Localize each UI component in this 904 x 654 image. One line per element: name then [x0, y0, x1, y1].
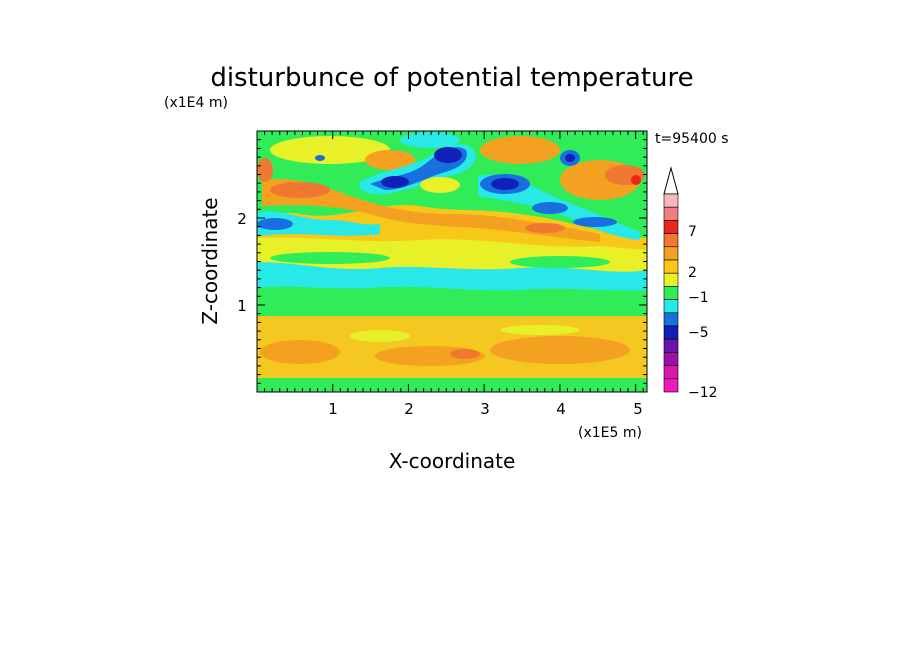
field-patch	[573, 217, 617, 227]
field-patch	[420, 177, 460, 193]
y-axis-label: Z-coordinate	[198, 197, 222, 324]
colorbar-cell	[663, 312, 679, 327]
field-patch	[270, 136, 390, 164]
field-patch	[631, 175, 641, 185]
time-label: t=95400 s	[655, 131, 729, 147]
colorbar-cell	[663, 286, 679, 300]
field-patch	[257, 218, 293, 230]
x-tick-label: 3	[480, 400, 490, 418]
field-patch	[260, 340, 340, 364]
field-patch	[510, 256, 610, 268]
field-patch	[270, 252, 390, 264]
field-patch	[270, 182, 330, 198]
field-patch	[434, 147, 462, 163]
x-tick-label: 1	[328, 400, 338, 418]
colorbar-cell	[663, 352, 679, 366]
colorbar-cell	[663, 338, 679, 353]
colorbar-cell	[663, 259, 679, 274]
field-patch	[491, 178, 519, 190]
contour-field	[257, 131, 647, 392]
field-patch	[525, 223, 565, 233]
field-patch	[565, 154, 575, 162]
x-unit-label: (x1E5 m)	[578, 425, 642, 441]
colorbar-cell	[663, 220, 679, 234]
tick-marks	[257, 131, 647, 392]
field-band-bottom	[257, 376, 647, 392]
colorbar-cell	[663, 233, 679, 248]
y-unit-label: (x1E4 m)	[164, 95, 228, 111]
colorbar-cell	[663, 246, 679, 261]
field-patch	[500, 325, 580, 335]
colorbar-label: 2	[688, 265, 697, 281]
x-tick-labels: 1 2 3 4 5	[328, 400, 643, 418]
colorbar-cell	[663, 193, 679, 208]
y-tick-label: 1	[237, 297, 247, 315]
field-patch	[400, 132, 460, 148]
x-axis-label: X-coordinate	[389, 449, 516, 473]
colorbar-cell	[663, 206, 679, 221]
colorbar-cell	[663, 378, 679, 393]
colorbar-label: −12	[688, 385, 718, 401]
colorbar-label: −5	[688, 325, 709, 341]
colorbar-cell	[663, 299, 679, 314]
field-patch	[381, 176, 409, 188]
colorbar-extend-arrow	[663, 166, 679, 195]
field-patch	[257, 211, 380, 236]
field-patch	[450, 349, 480, 359]
chart-title: disturbunce of potential temperature	[210, 63, 693, 93]
field-patch	[315, 155, 325, 161]
field-patch	[257, 158, 273, 182]
field-patch	[532, 202, 568, 214]
colorbar-cell	[663, 325, 679, 340]
field-band-mid	[257, 284, 647, 316]
field-patch	[490, 336, 630, 364]
colorbar-cells	[663, 193, 679, 393]
y-tick-labels: 1 2	[237, 210, 247, 315]
colorbar: 7 2 −1 −5 −12	[663, 166, 718, 401]
field-band-cyan	[257, 262, 647, 291]
field-patch	[350, 330, 410, 342]
x-tick-label: 2	[404, 400, 414, 418]
colorbar-label: 7	[688, 224, 697, 240]
colorbar-cell	[663, 365, 679, 380]
x-tick-label: 4	[556, 400, 566, 418]
y-tick-label: 2	[237, 210, 247, 228]
colorbar-label: −1	[688, 290, 709, 306]
field-patch	[480, 136, 560, 164]
field-patch	[365, 150, 415, 170]
colorbar-cell	[663, 272, 679, 287]
field-patch	[262, 178, 600, 242]
x-tick-label: 5	[633, 400, 643, 418]
